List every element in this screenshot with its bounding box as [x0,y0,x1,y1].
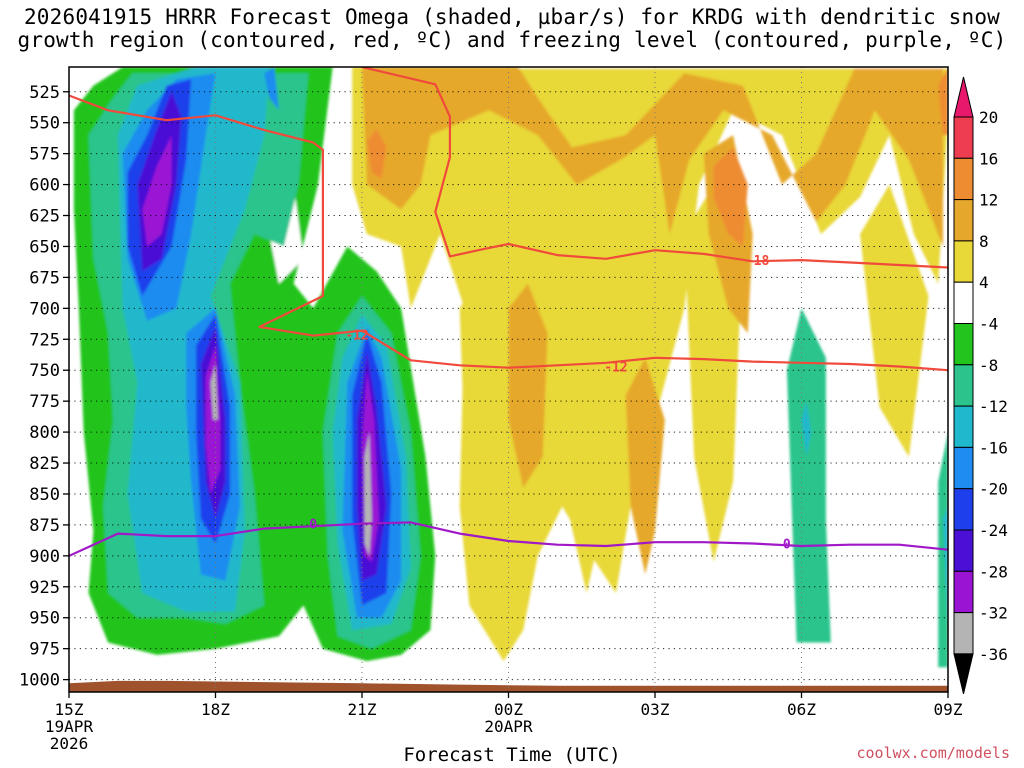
x-tick-label: 2026 [50,734,89,753]
y-tick-label: 950 [29,609,60,629]
colorbar-bin [953,529,974,572]
y-tick-label: 875 [29,516,60,536]
colorbar-label: -24 [979,521,1008,540]
y-tick-label: 575 [29,145,60,165]
dgz-neg18-label: -18 [746,254,770,269]
credit-text: coolwx.com/models [856,744,1010,762]
colorbar-bin [953,570,974,614]
ascent-region-16d [264,67,279,111]
y-tick-label: 550 [29,114,60,134]
descent-region-12c [938,67,948,136]
descent-region-4b [459,258,519,624]
y-tick-label: 700 [29,299,60,319]
colorbar-label: 4 [979,273,989,292]
descent-region-8c [625,357,665,575]
colorbar-label: 8 [979,232,989,251]
descent-region-12b [713,147,748,247]
colorbar-bin [953,281,974,325]
y-tick-label: 625 [29,207,60,227]
x-tick-label: 00Z [494,700,523,719]
terrain-fill [69,680,948,692]
dgz-neg12-label: -12 [345,328,368,343]
colorbar-label: -12 [979,397,1008,416]
x-tick-label: 19APR [45,717,94,736]
descent-region-4c [557,234,616,593]
chart-title: 2026041915 HRRR Forecast Omega (shaded, … [0,6,1024,52]
descent-region-12 [366,128,387,179]
y-tick-label: 1000 [19,671,60,691]
dgz-neg12-line [69,94,948,372]
colorbar-label: -36 [979,645,1008,664]
y-tick-label: 850 [29,485,60,505]
grid-lines [69,67,948,692]
colorbar-label: -32 [979,604,1008,623]
y-tick-label: 975 [29,640,60,660]
colorbar-label: -8 [979,356,998,375]
freezing-level-0-label: 0 [309,518,317,533]
y-tick-label: 675 [29,268,60,288]
colorbar-top-arrow [953,76,974,118]
freezing-level-0-line [69,521,948,557]
colorbar: 20 16 12 8 4 -4 -8 -12 -16 -20 -24 -28 -32 -36 [953,76,1008,695]
colorbar-label: -28 [979,562,1008,581]
colorbar-bin [953,157,974,201]
y-tick-label: 725 [29,330,60,350]
y-tick-label: 650 [29,237,60,257]
x-tick-label: 21Z [348,700,377,719]
x-tick-label: 03Z [641,700,670,719]
descent-region-8 [362,67,944,247]
colorbar-bin [953,199,974,242]
ascent-region-8c [786,308,831,643]
ascent-region-28b [205,345,221,494]
contour-labels: -12 -12 -18 0 0 [309,254,791,552]
x-tick-label: 06Z [787,700,816,719]
dgz-neg12-label: -12 [604,361,627,376]
y-tick-label: 825 [29,454,60,474]
colorbar-bin [953,116,974,159]
y-tick-label: 600 [29,176,60,196]
y-tick-label: 900 [29,547,60,567]
ascent-region-12d [943,506,948,631]
x-tick-label: 18Z [201,700,230,719]
title-line-1: 2026041915 HRRR Forecast Omega (shaded, … [23,5,1001,29]
colorbar-bin [953,364,974,407]
colorbar-label: -16 [979,438,1008,457]
x-axis-title: Forecast Time (UTC) [403,744,621,766]
freezing-level-0-label: 0 [783,537,791,552]
contour-lines [69,67,948,557]
colorbar-bin [953,488,974,531]
colorbar-bottom-arrow [953,653,974,695]
y-tick-label: 525 [29,83,60,103]
colorbar-bin [953,446,974,490]
ascent-region-12c [801,401,812,457]
y-tick-label: 775 [29,392,60,412]
y-axis: 525 550 575 600 625 650 675 700 725 750 775 800 825 8… [19,83,69,691]
y-tick-label: 800 [29,423,60,443]
colorbar-label: 20 [979,108,998,127]
colorbar-bin [953,612,974,655]
colorbar-label: -20 [979,480,1008,499]
dgz-neg18-line [361,67,948,269]
omega-shading [73,67,948,668]
colorbar-label: 12 [979,191,998,210]
x-tick-label: 15Z [55,700,84,719]
ascent-region-28 [142,135,172,247]
x-tick-label: 09Z [934,700,963,719]
colorbar-label: 16 [979,149,998,168]
title-line-2: growth region (contoured, red, ºC) and f… [17,28,1007,52]
colorbar-bin [953,323,974,366]
y-tick-label: 750 [29,361,60,381]
colorbar-bin [953,240,974,283]
ascent-region-32 [210,364,218,420]
descent-region-8b [508,283,548,488]
descent-region-4e [860,184,929,457]
colorbar-bin [953,405,974,448]
terrain-surface [69,680,948,692]
y-tick-label: 925 [29,578,60,598]
colorbar-label: -4 [979,315,998,334]
x-tick-label: 20APR [484,717,533,736]
